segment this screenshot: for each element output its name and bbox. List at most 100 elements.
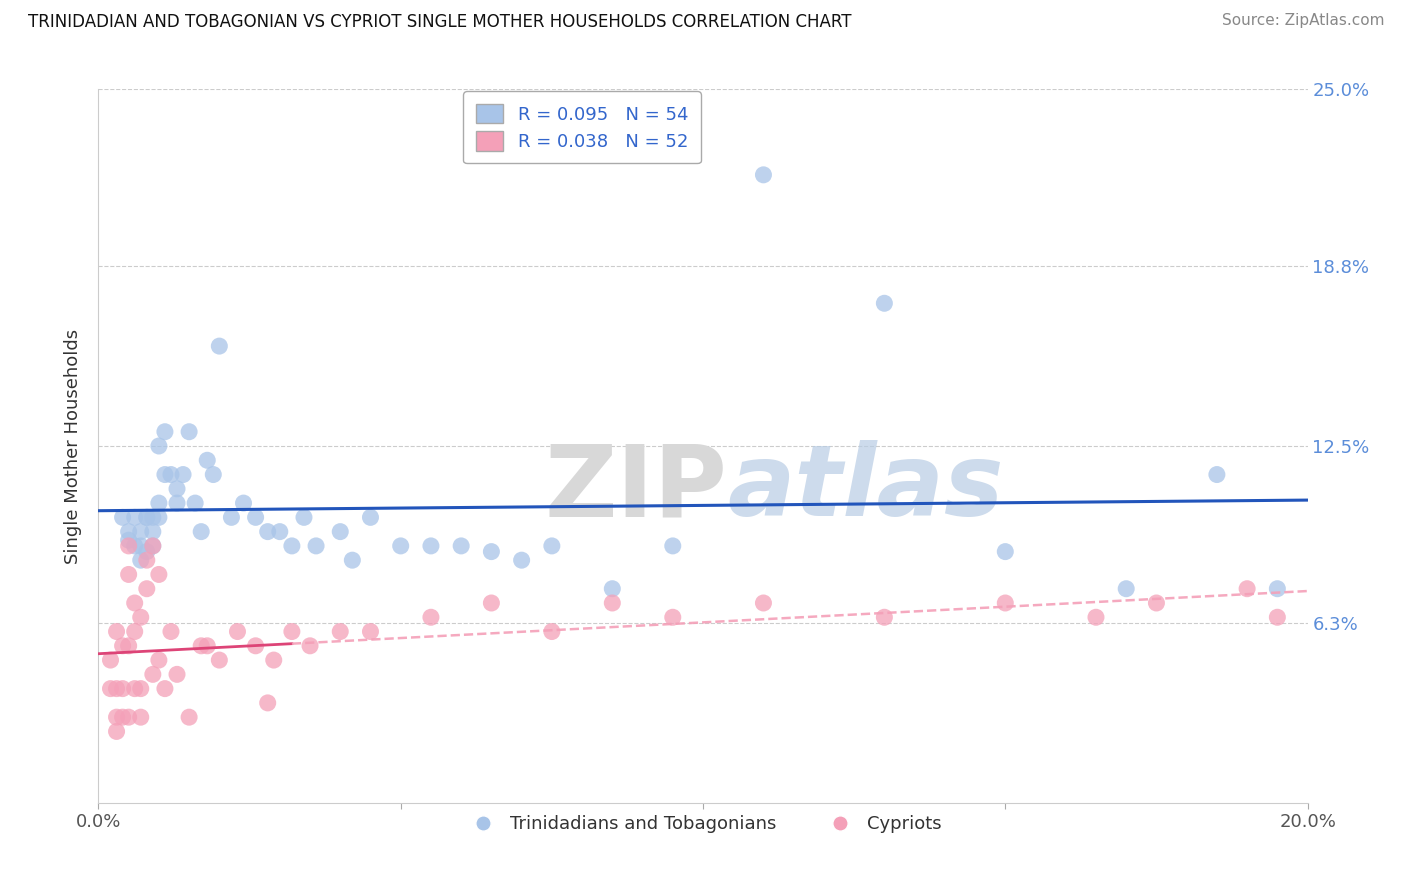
- Point: [602, 596, 624, 610]
- Point: [360, 510, 382, 524]
- Point: [1267, 610, 1289, 624]
- Point: [208, 653, 231, 667]
- Point: [510, 553, 533, 567]
- Point: [135, 544, 157, 558]
- Point: [661, 539, 683, 553]
- Point: [124, 539, 146, 553]
- Point: [166, 667, 188, 681]
- Point: [873, 296, 896, 310]
- Point: [232, 496, 254, 510]
- Point: [420, 610, 443, 624]
- Point: [129, 710, 152, 724]
- Point: [118, 710, 141, 724]
- Point: [129, 610, 152, 624]
- Point: [129, 539, 152, 553]
- Point: [148, 653, 170, 667]
- Point: [420, 539, 443, 553]
- Point: [160, 624, 183, 639]
- Point: [190, 524, 212, 539]
- Point: [179, 425, 201, 439]
- Point: [129, 553, 152, 567]
- Point: [153, 467, 176, 482]
- Point: [142, 539, 165, 553]
- Point: [148, 567, 170, 582]
- Point: [450, 539, 472, 553]
- Point: [111, 710, 134, 724]
- Point: [1144, 596, 1167, 610]
- Point: [148, 496, 170, 510]
- Point: [256, 696, 278, 710]
- Point: [1267, 582, 1289, 596]
- Legend: Trinidadians and Tobagonians, Cypriots: Trinidadians and Tobagonians, Cypriots: [457, 808, 949, 840]
- Point: [208, 339, 231, 353]
- Point: [124, 624, 146, 639]
- Point: [281, 539, 304, 553]
- Point: [752, 596, 775, 610]
- Point: [124, 596, 146, 610]
- Point: [342, 553, 364, 567]
- Point: [111, 681, 134, 696]
- Point: [195, 639, 218, 653]
- Point: [118, 567, 141, 582]
- Point: [305, 539, 328, 553]
- Point: [602, 582, 624, 596]
- Point: [166, 496, 188, 510]
- Point: [1206, 467, 1229, 482]
- Point: [111, 639, 134, 653]
- Point: [184, 496, 207, 510]
- Point: [661, 610, 683, 624]
- Point: [994, 596, 1017, 610]
- Point: [226, 624, 249, 639]
- Point: [179, 710, 201, 724]
- Point: [752, 168, 775, 182]
- Point: [105, 724, 128, 739]
- Point: [160, 467, 183, 482]
- Point: [481, 544, 503, 558]
- Point: [1236, 582, 1258, 596]
- Point: [389, 539, 412, 553]
- Point: [329, 524, 352, 539]
- Point: [153, 425, 176, 439]
- Point: [105, 681, 128, 696]
- Point: [142, 667, 165, 681]
- Point: [540, 539, 562, 553]
- Point: [118, 639, 141, 653]
- Point: [135, 510, 157, 524]
- Point: [873, 610, 896, 624]
- Point: [166, 482, 188, 496]
- Point: [135, 582, 157, 596]
- Point: [118, 539, 141, 553]
- Point: [129, 524, 152, 539]
- Point: [153, 681, 176, 696]
- Text: ZIP: ZIP: [544, 441, 727, 537]
- Point: [299, 639, 322, 653]
- Text: atlas: atlas: [727, 441, 1004, 537]
- Point: [100, 653, 122, 667]
- Point: [105, 624, 128, 639]
- Point: [994, 544, 1017, 558]
- Point: [481, 596, 503, 610]
- Point: [202, 467, 225, 482]
- Point: [135, 553, 157, 567]
- Point: [281, 624, 304, 639]
- Point: [292, 510, 315, 524]
- Point: [135, 510, 157, 524]
- Point: [195, 453, 218, 467]
- Point: [360, 624, 382, 639]
- Point: [100, 681, 122, 696]
- Y-axis label: Single Mother Households: Single Mother Households: [65, 328, 83, 564]
- Point: [124, 510, 146, 524]
- Point: [329, 624, 352, 639]
- Point: [148, 510, 170, 524]
- Point: [118, 533, 141, 548]
- Point: [263, 653, 285, 667]
- Point: [118, 524, 141, 539]
- Point: [1085, 610, 1108, 624]
- Point: [269, 524, 291, 539]
- Point: [1115, 582, 1137, 596]
- Point: [172, 467, 194, 482]
- Point: [256, 524, 278, 539]
- Point: [142, 524, 165, 539]
- Point: [540, 624, 562, 639]
- Text: TRINIDADIAN AND TOBAGONIAN VS CYPRIOT SINGLE MOTHER HOUSEHOLDS CORRELATION CHART: TRINIDADIAN AND TOBAGONIAN VS CYPRIOT SI…: [28, 13, 852, 31]
